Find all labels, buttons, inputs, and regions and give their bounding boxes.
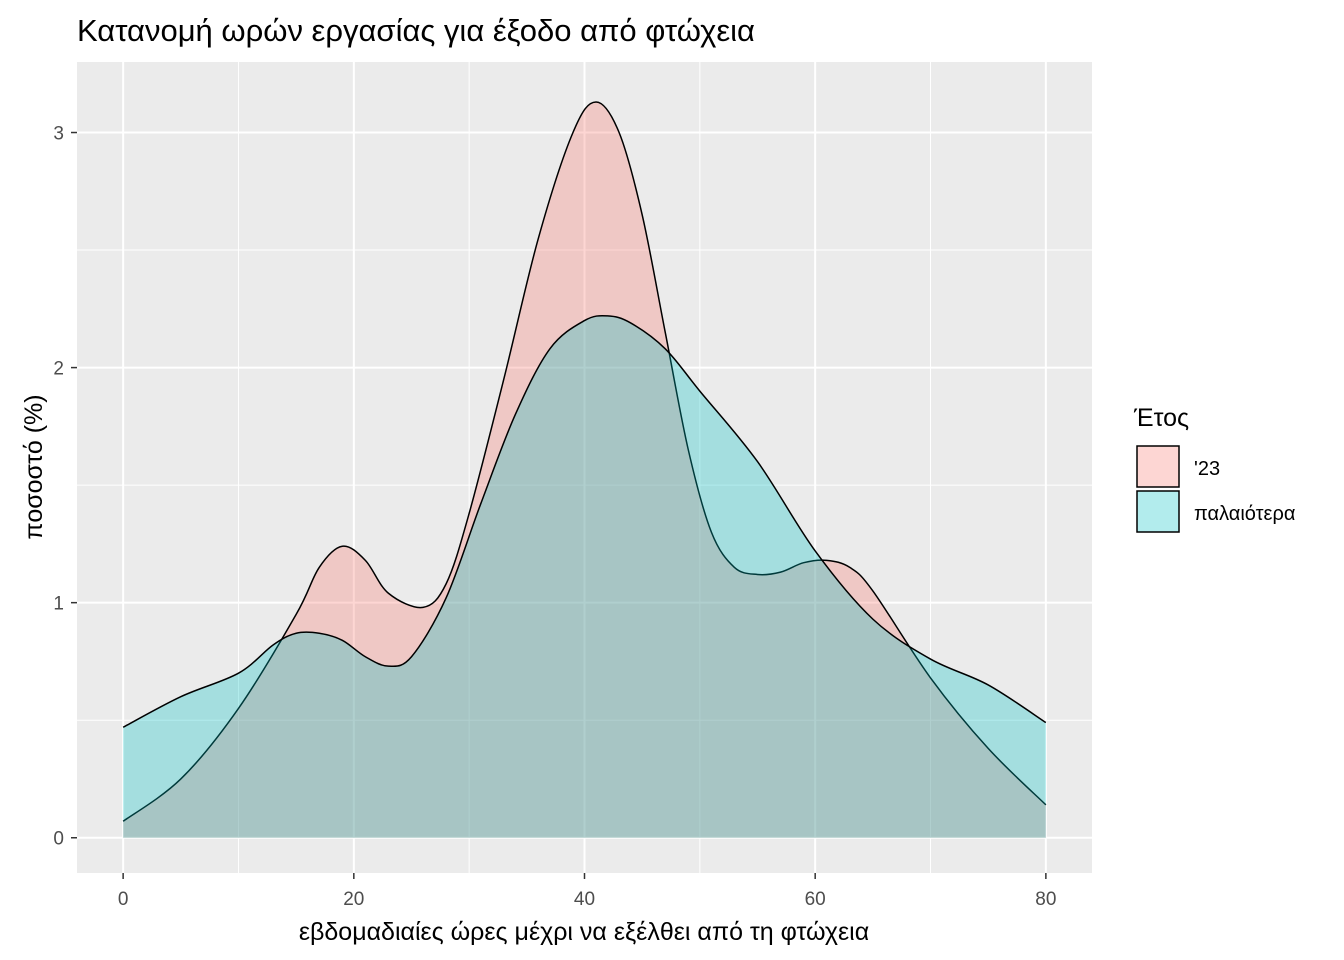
legend-label: παλαιότερα (1194, 503, 1295, 525)
density-line-23 (122, 101, 1047, 822)
major-gridlines (77, 62, 1092, 873)
x-tick-label: 20 (343, 889, 364, 910)
legend: '23 παλαιότερα (1134, 445, 1295, 535)
chart-title: Κατανομή ωρών εργασίας για έξοδο από φτώ… (77, 13, 755, 48)
y-tick-label: 2 (53, 359, 64, 380)
legend-label: '23 (1194, 458, 1220, 480)
density-areas (122, 101, 1047, 838)
y-tick-label: 0 (53, 829, 64, 850)
legend-key-swatch (1136, 445, 1180, 488)
x-axis-ticks: 0 20 40 60 80 (118, 873, 1056, 910)
density-line-older (122, 314, 1047, 728)
density-area-older (123, 315, 1046, 838)
legend-key-bg (1134, 445, 1179, 490)
legend-key-bg (1134, 490, 1179, 535)
legend-key-swatch (1136, 490, 1180, 533)
y-axis-title: ποσοστό (%) (20, 394, 48, 539)
x-axis-title: εβδομαδιαίες ώρες μέχρι να εξέλθει από τ… (299, 918, 869, 946)
density-area-23 (123, 101, 1046, 838)
legend-title: Έτος (1133, 404, 1189, 432)
y-tick-label: 1 (53, 594, 64, 615)
x-tick-label: 60 (805, 889, 826, 910)
x-tick-label: 0 (118, 889, 129, 910)
x-tick-label: 80 (1035, 889, 1056, 910)
y-tick-label: 3 (53, 124, 64, 145)
x-tick-label: 40 (574, 889, 595, 910)
y-axis-ticks: 0 1 2 3 (53, 124, 77, 850)
